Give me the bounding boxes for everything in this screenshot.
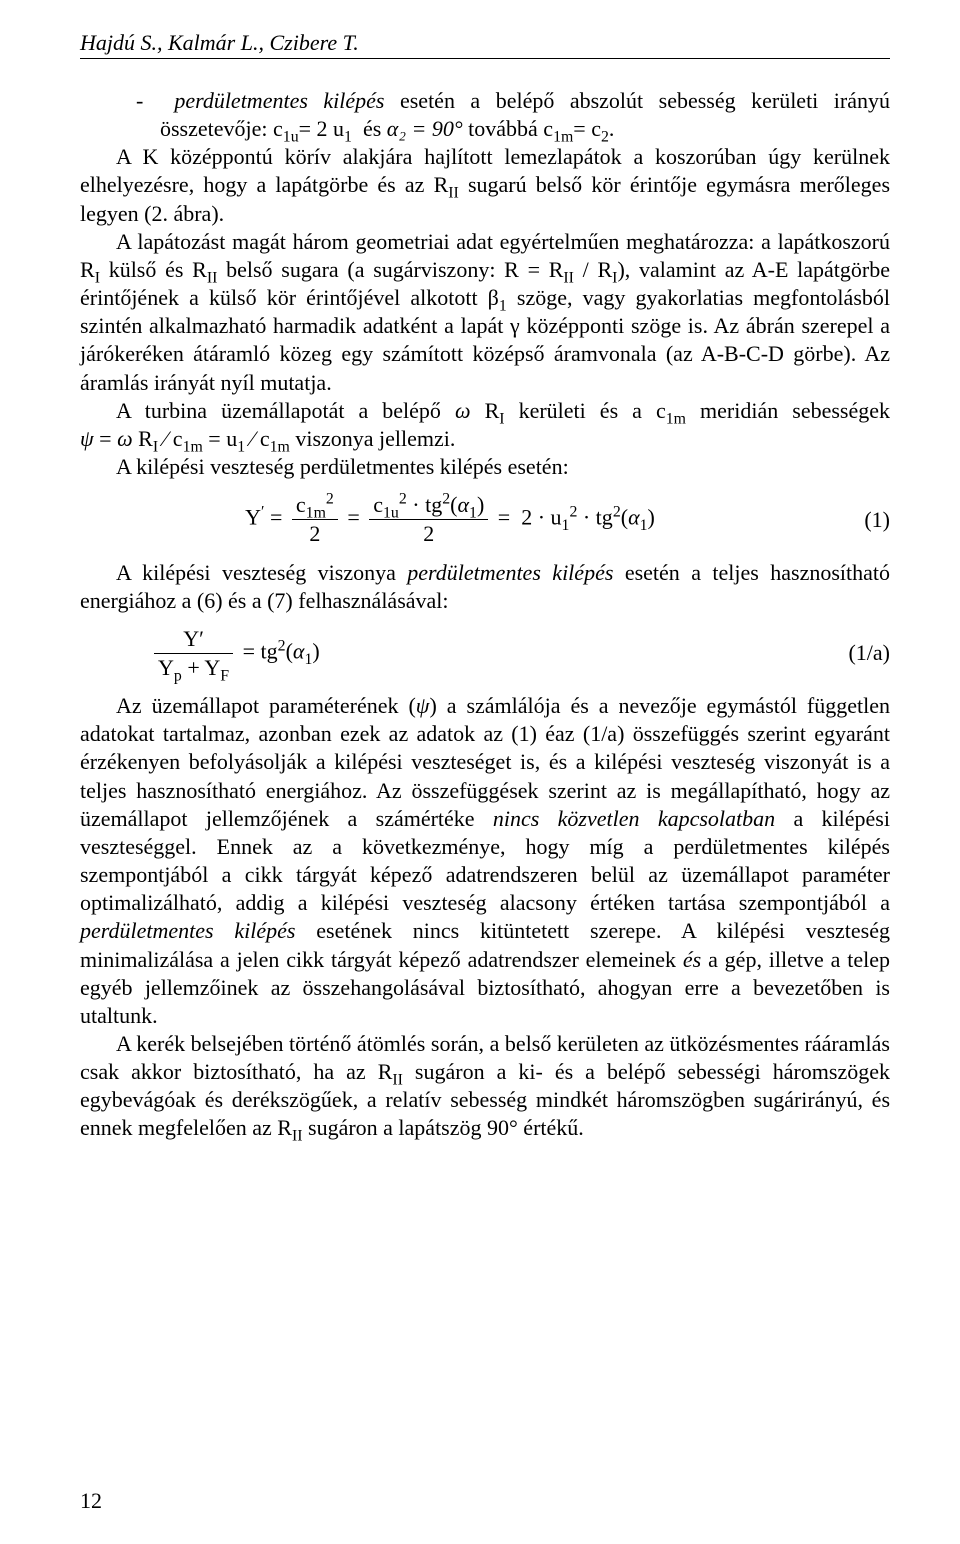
equation-1: Y′ = c1m2 2 = c1u2 · tg2(α1) 2 = 2 · u12… xyxy=(80,491,890,548)
equation-number: (1) xyxy=(820,506,890,534)
equation-1a: Y′ Yp + YF = tg2(α1) (1/a) xyxy=(80,625,890,682)
italic-span: α₂ = 90° xyxy=(387,116,463,141)
bullet-item: - perdületmentes kilépés esetén a belépő… xyxy=(80,87,890,143)
paragraph: A lapátozást magát három geometriai adat… xyxy=(80,228,890,397)
italic-span: és xyxy=(683,947,701,972)
paragraph: A kilépési veszteség viszonya perdületme… xyxy=(80,559,890,615)
italic-span: perdületmentes kilépés xyxy=(80,918,295,943)
italic-span: perdületmentes kilépés xyxy=(174,88,384,113)
italic-span: nincs közvetlen kapcsolatban xyxy=(493,806,775,831)
equation-number: (1/a) xyxy=(820,639,890,667)
page-number: 12 xyxy=(80,1488,102,1514)
paragraph: A kilépési veszteség perdületmentes kilé… xyxy=(80,453,890,481)
paragraph: A K középpontú körív alakjára hajlított … xyxy=(80,143,890,227)
paragraph: A turbina üzemállapotát a belépő ω RI ke… xyxy=(80,397,890,453)
paragraph: Az üzemállapot paraméterének (ψ) a száml… xyxy=(80,692,890,1030)
running-head: Hajdú S., Kalmár L., Czibere T. xyxy=(80,30,890,59)
paragraph: A kerék belsejében történő átömlés során… xyxy=(80,1030,890,1143)
